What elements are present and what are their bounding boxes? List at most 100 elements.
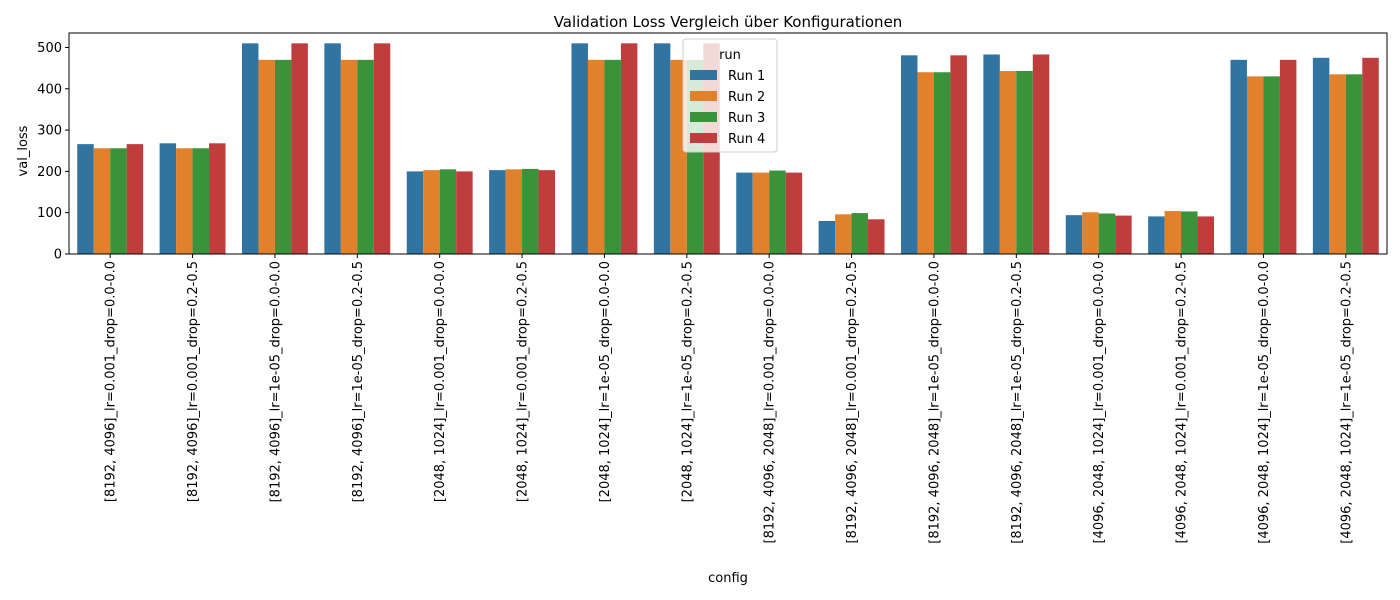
bar-run-4-cat-4 [456, 171, 473, 254]
bar-run-4-cat-9 [868, 219, 885, 254]
legend-entries: Run 1 Run 2 Run 3 Run 4 [690, 69, 765, 147]
bar-run-1-cat-8 [736, 172, 753, 254]
bar-run-1-cat-13 [1148, 216, 1165, 254]
bar-run-4-cat-13 [1197, 216, 1215, 254]
x-tick-label: [2048, 1024]_lr=1e-05_drop=0.2-0.5 [680, 261, 695, 502]
bar-run-2-cat-8 [752, 172, 770, 254]
x-axis-label: config [708, 571, 748, 586]
bar-run-2-cat-2 [258, 59, 275, 254]
y-tick-label: 200 [37, 165, 62, 180]
bar-run-3-cat-14 [1263, 76, 1280, 255]
bar-run-4-cat-14 [1279, 59, 1297, 254]
bar-run-4-cat-3 [373, 43, 391, 254]
x-tick-label: [2048, 1024]_lr=0.001_drop=0.2-0.5 [516, 261, 531, 502]
x-tick-label: [4096, 2048, 1024]_lr=0.001_drop=0.2-0.5 [1175, 261, 1190, 543]
bar-run-2-cat-13 [1164, 211, 1182, 254]
legend-frame [682, 38, 778, 153]
bar-run-2-cat-4 [423, 170, 440, 254]
bar-run-3-cat-5 [522, 168, 539, 254]
bar-run-3-cat-15 [1345, 74, 1363, 254]
bar-run-4-cat-2 [291, 43, 308, 254]
x-tick-label: [8192, 4096, 2048]_lr=1e-05_drop=0.2-0.5 [1010, 261, 1025, 544]
bar-run-4-cat-11 [1032, 54, 1050, 255]
legend-swatch-run-2 [690, 91, 717, 101]
bar-run-1-cat-15 [1312, 57, 1330, 254]
bar-run-4-cat-6 [620, 43, 638, 254]
bar-run-3-cat-4 [439, 169, 457, 254]
bar-run-2-cat-1 [176, 148, 193, 254]
bar-run-1-cat-5 [489, 170, 506, 254]
legend-swatch-run-1 [690, 70, 717, 80]
legend-label-run-1: Run 1 [728, 69, 765, 84]
bar-run-1-cat-6 [571, 43, 588, 254]
x-tick-label: [8192, 4096]_lr=0.001_drop=0.2-0.5 [186, 261, 201, 502]
legend-label-run-3: Run 3 [728, 111, 765, 126]
bar-run-1-cat-11 [983, 54, 1000, 255]
bar-run-1-cat-10 [900, 55, 918, 255]
bar-run-4-cat-0 [126, 144, 144, 254]
x-tick-label: [2048, 1024]_lr=0.001_drop=0.0-0.0 [433, 261, 448, 502]
bar-run-3-cat-12 [1098, 213, 1116, 254]
bar-run-2-cat-10 [917, 72, 934, 255]
bar-run-1-cat-1 [159, 143, 177, 254]
bar-run-2-cat-6 [587, 59, 605, 254]
bar-run-3-cat-8 [769, 170, 786, 254]
x-tick-label: [8192, 4096, 2048]_lr=1e-05_drop=0.0-0.0 [927, 261, 942, 544]
bar-run-3-cat-9 [851, 213, 869, 254]
bars-layer [77, 43, 1379, 255]
y-tick-label: 400 [37, 82, 62, 97]
legend-swatch-run-3 [690, 112, 717, 122]
bar-run-2-cat-5 [505, 169, 523, 254]
bar-run-1-cat-14 [1230, 59, 1247, 254]
bar-run-4-cat-12 [1115, 215, 1132, 254]
x-tick-label: [8192, 4096, 2048]_lr=0.001_drop=0.0-0.0 [763, 261, 778, 543]
chart-title: Validation Loss Vergleich über Konfigura… [554, 13, 903, 31]
bar-run-2-cat-11 [999, 71, 1017, 254]
bar-run-3-cat-11 [1016, 71, 1033, 254]
bar-run-1-cat-4 [406, 171, 424, 254]
bar-run-2-cat-0 [93, 148, 111, 254]
bar-run-2-cat-15 [1329, 74, 1346, 254]
bar-run-4-cat-1 [209, 143, 226, 254]
x-tick-label: [8192, 4096]_lr=0.001_drop=0.0-0.0 [104, 261, 119, 502]
legend-swatch-run-4 [690, 133, 717, 143]
bar-run-3-cat-1 [192, 148, 210, 254]
bar-run-4-cat-10 [950, 55, 967, 255]
bar-run-3-cat-3 [357, 59, 374, 254]
x-tick-label: [2048, 1024]_lr=1e-05_drop=0.0-0.0 [598, 261, 613, 502]
x-tick-label: [8192, 4096, 2048]_lr=0.001_drop=0.2-0.5 [845, 261, 860, 543]
bar-run-3-cat-13 [1181, 211, 1198, 254]
bar-run-3-cat-10 [933, 72, 951, 255]
legend-title: run [719, 48, 741, 63]
bar-run-3-cat-0 [110, 148, 127, 254]
bar-run-2-cat-3 [340, 59, 358, 254]
x-tick-label: [8192, 4096]_lr=1e-05_drop=0.2-0.5 [351, 261, 366, 502]
y-tick-label: 500 [37, 41, 62, 56]
bar-run-2-cat-9 [835, 214, 852, 254]
legend-label-run-2: Run 2 [728, 90, 765, 105]
bar-run-3-cat-2 [274, 59, 292, 254]
plot-frame [68, 32, 1388, 255]
bar-run-2-cat-14 [1246, 76, 1264, 255]
bar-run-4-cat-8 [785, 172, 803, 254]
bar-run-4-cat-15 [1362, 57, 1379, 254]
legend: run Run 1 Run 2 Run 3 Run 4 [682, 38, 778, 153]
axes-layer: 0 100 200 300 400 500 [8192, 4096]_lr=0.001_dr… [37, 32, 1388, 544]
bar-run-1-cat-3 [324, 43, 341, 254]
bar-run-3-cat-6 [604, 59, 621, 254]
x-tick-label: [4096, 2048, 1024]_lr=1e-05_drop=0.2-0.5 [1339, 261, 1354, 544]
legend-label-run-4: Run 4 [728, 132, 765, 147]
y-tick-label: 0 [54, 248, 62, 263]
y-axis-label: val_loss [16, 125, 31, 176]
bar-run-1-cat-2 [241, 43, 259, 254]
bar-run-4-cat-5 [538, 170, 556, 254]
bar-run-1-cat-12 [1065, 215, 1083, 254]
x-tick-label: [4096, 2048, 1024]_lr=1e-05_drop=0.0-0.0 [1257, 261, 1272, 544]
x-tick-label: [4096, 2048, 1024]_lr=0.001_drop=0.0-0.0 [1092, 261, 1107, 543]
bar-run-1-cat-0 [77, 144, 94, 254]
bar-run-1-cat-7 [653, 43, 671, 254]
x-tick-label: [8192, 4096]_lr=1e-05_drop=0.0-0.0 [268, 261, 283, 502]
bar-run-1-cat-9 [818, 220, 836, 254]
